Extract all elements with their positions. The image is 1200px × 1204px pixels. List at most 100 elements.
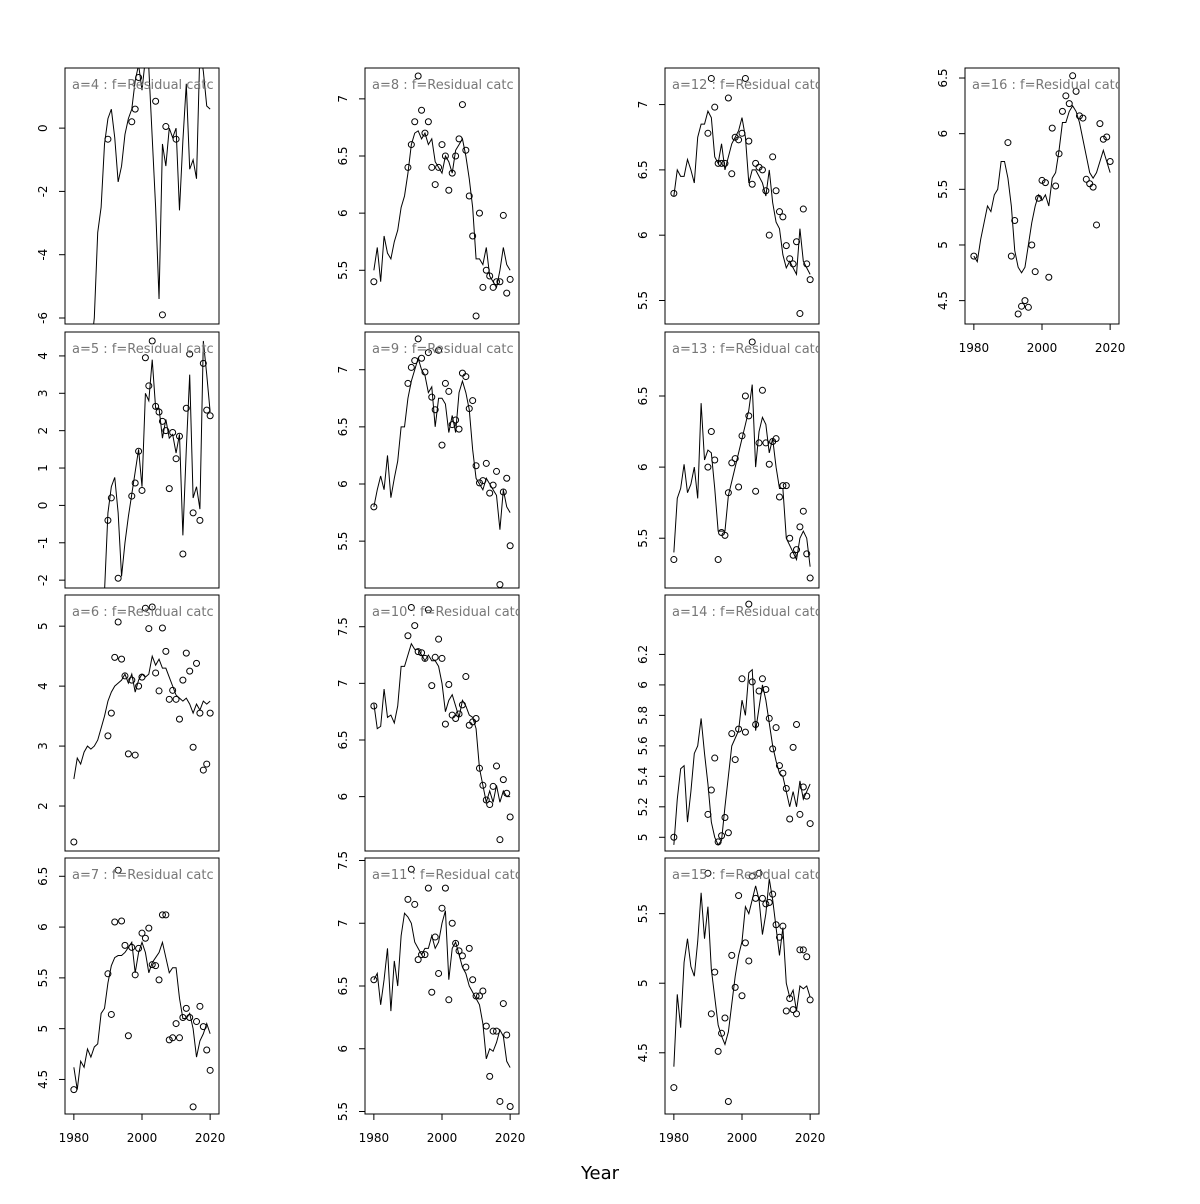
y-tick-label: 3 — [36, 389, 50, 397]
data-point — [445, 680, 453, 688]
x-axis-label: Year — [580, 1163, 620, 1184]
plot-area — [670, 600, 814, 846]
y-tick-label: 6 — [936, 130, 950, 138]
data-point — [121, 672, 129, 680]
data-point — [1079, 114, 1087, 122]
data-point — [1024, 303, 1032, 311]
data-point — [772, 921, 780, 929]
data-point — [741, 939, 749, 947]
data-point — [438, 904, 446, 912]
data-point — [152, 962, 160, 970]
data-point — [179, 550, 187, 558]
data-point — [1082, 175, 1090, 183]
data-point — [424, 884, 432, 892]
data-point — [455, 425, 463, 433]
data-point — [172, 455, 180, 463]
data-point — [731, 455, 739, 463]
data-point — [175, 715, 183, 723]
data-point — [179, 676, 187, 684]
data-point — [1018, 302, 1026, 310]
panel: a=12 : f=Residual catc 5.5 6 6.5 7 — [636, 67, 820, 325]
data-point — [445, 387, 453, 395]
y-tick-label: 2 — [36, 427, 50, 435]
data-point — [745, 137, 753, 145]
data-point — [752, 159, 760, 167]
data-point — [411, 357, 419, 365]
y-tick-label: 5.5 — [636, 904, 650, 923]
data-point — [441, 379, 449, 387]
data-point — [486, 801, 494, 809]
data-point — [779, 213, 787, 221]
data-point — [404, 632, 412, 640]
data-point — [448, 421, 456, 429]
data-point — [462, 963, 470, 971]
data-point — [70, 838, 78, 846]
data-point — [107, 709, 115, 717]
data-point — [135, 73, 143, 81]
data-point — [455, 710, 463, 718]
data-point — [131, 105, 139, 113]
data-point — [206, 709, 214, 717]
data-point — [138, 486, 146, 494]
data-point — [1045, 273, 1053, 281]
data-point — [796, 523, 804, 531]
x-tick-label: 1980 — [59, 1131, 90, 1145]
data-point — [189, 743, 197, 751]
data-point — [199, 1023, 207, 1031]
data-point — [114, 574, 122, 582]
data-point — [138, 673, 146, 681]
panel-title: a=14 : f=Residual catc — [672, 605, 822, 620]
data-point — [158, 311, 166, 319]
data-point — [193, 659, 201, 667]
panel-frame — [64, 857, 220, 1115]
data-point — [721, 531, 729, 539]
y-tick-label: 5.5 — [936, 180, 950, 199]
data-point — [158, 417, 166, 425]
data-point — [448, 711, 456, 719]
y-tick-label: 4.5 — [636, 1043, 650, 1062]
panel-title-group: a=10 : f=Residual catc — [372, 605, 519, 620]
data-point — [670, 556, 678, 564]
data-point — [462, 373, 470, 381]
panel-title: a=16 : f=Residual catc — [972, 78, 1122, 93]
data-point — [496, 1097, 504, 1105]
data-point — [189, 1103, 197, 1111]
data-point — [155, 687, 163, 695]
data-point — [162, 427, 170, 435]
panel-title: a=15 : f=Residual catc — [672, 868, 822, 883]
x-tick-label: 2020 — [495, 1131, 526, 1145]
data-point — [162, 123, 170, 131]
data-point — [421, 654, 429, 662]
y-tick-label: 5.5 — [336, 261, 350, 280]
data-point — [803, 953, 811, 961]
data-point — [775, 493, 783, 501]
data-point — [1021, 297, 1029, 305]
data-point — [711, 754, 719, 762]
data-point — [1069, 72, 1077, 80]
data-point — [499, 488, 507, 496]
data-point — [741, 392, 749, 400]
data-point — [1028, 241, 1036, 249]
data-point — [799, 205, 807, 213]
y-tick-label: 6 — [36, 923, 50, 931]
y-tick-label: 5 — [36, 622, 50, 630]
data-point — [128, 676, 136, 684]
y-tick-label: 6.5 — [36, 867, 50, 886]
panel-frame — [664, 67, 820, 325]
data-point — [206, 1066, 214, 1074]
data-point — [131, 971, 139, 979]
plot-area — [370, 335, 514, 588]
data-point — [786, 995, 794, 1003]
data-point — [499, 776, 507, 784]
data-point — [104, 135, 112, 143]
data-point — [704, 869, 712, 877]
data-point — [411, 900, 419, 908]
data-point — [404, 379, 412, 387]
y-tick-label: 6.5 — [636, 386, 650, 405]
panel: a=5 : f=Residual catc -2 -1 0 1 2 3 4 — [36, 331, 220, 589]
x-tick-label: 2000 — [1027, 341, 1058, 355]
panel: a=15 : f=Residual catc 4.5 5 5.5 1980 2000 202… — [636, 857, 825, 1145]
data-point — [1086, 180, 1094, 188]
data-point — [431, 406, 439, 414]
